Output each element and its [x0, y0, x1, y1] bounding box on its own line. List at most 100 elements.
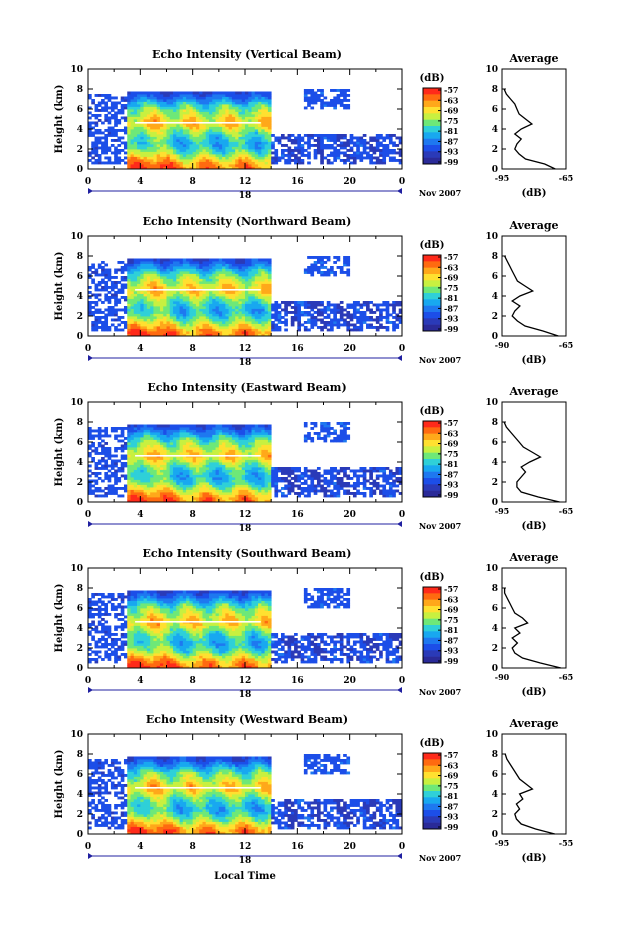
heatmap-cell — [222, 281, 226, 284]
heatmap-cell — [169, 136, 174, 140]
heatmap-cell — [385, 303, 390, 307]
heatmap-cell — [88, 268, 92, 272]
heatmap-cell — [104, 464, 109, 468]
heatmap-cell — [231, 111, 236, 115]
heatmap-cell — [114, 149, 118, 152]
heatmap-cell — [241, 313, 246, 317]
heatmap-cell — [143, 432, 148, 435]
heatmap-cell — [258, 303, 262, 307]
heatmap-cell — [251, 311, 256, 314]
heatmap-cell — [313, 91, 318, 95]
heatmap-cell — [264, 154, 269, 157]
heatmap-cell — [212, 136, 216, 140]
heatmap-cell — [205, 286, 210, 289]
heatmap-cell — [143, 437, 148, 440]
heatmap-cell — [202, 497, 207, 500]
heatmap-cell — [159, 126, 164, 130]
heatmap-cell — [202, 106, 207, 110]
heatmap-cell — [159, 144, 164, 147]
heatmap-cell — [91, 489, 95, 493]
heatmap-cell — [107, 306, 112, 309]
heatmap-cell — [310, 134, 315, 137]
heatmap-cell — [326, 101, 331, 105]
heatmap-cell — [189, 457, 194, 460]
heatmap-cell — [166, 437, 171, 440]
heatmap-cell — [238, 303, 243, 307]
heatmap-cell — [133, 311, 138, 314]
heatmap-cell — [153, 291, 158, 294]
heatmap-cell — [88, 301, 92, 304]
heatmap-cell — [205, 268, 210, 272]
heatmap-cell — [88, 434, 92, 438]
heatmap-cell — [159, 286, 164, 289]
heatmap-cell — [133, 308, 138, 312]
heatmap-cell — [238, 278, 243, 282]
heatmap-cell — [316, 313, 321, 317]
heatmap-cell — [176, 129, 180, 132]
heatmap-cell — [307, 136, 311, 140]
heatmap-cell — [310, 323, 315, 327]
heatmap-cell — [163, 303, 167, 307]
heatmap-cell — [189, 484, 194, 488]
heatmap-cell — [114, 492, 118, 495]
heatmap-cell — [251, 266, 256, 269]
heatmap-cell — [107, 313, 112, 317]
heatmap-cell — [245, 146, 249, 150]
heatmap-cell — [150, 291, 154, 294]
heatmap-cell — [388, 321, 393, 324]
heatmap-cell — [159, 146, 164, 150]
heatmap-cell — [235, 131, 239, 135]
heatmap-cell — [225, 119, 230, 122]
heatmap-cell — [104, 156, 109, 160]
heatmap-cell — [362, 316, 367, 319]
heatmap-cell — [166, 331, 171, 334]
heatmap-cell — [163, 271, 167, 274]
heatmap-cell — [140, 151, 144, 155]
heatmap-cell — [179, 109, 184, 112]
heatmap-cell — [176, 104, 180, 107]
heatmap-cell — [307, 271, 311, 274]
heatmap-cell — [130, 474, 135, 478]
heatmap-cell — [169, 311, 174, 314]
heatmap-cell — [241, 119, 246, 122]
heatmap-cell — [133, 316, 138, 319]
heatmap-cell — [320, 134, 324, 137]
heatmap-cell — [117, 151, 122, 155]
heatmap-cell — [88, 427, 92, 430]
heatmap-cell — [110, 161, 115, 165]
heatmap-cell — [94, 429, 99, 433]
heatmap-cell — [209, 313, 213, 317]
heatmap-cell — [146, 432, 151, 435]
heatmap-cell — [159, 487, 164, 490]
heatmap-cell — [235, 296, 239, 299]
heatmap-cell — [261, 276, 266, 279]
heatmap-cell — [222, 156, 226, 160]
heatmap-cell — [166, 462, 171, 465]
heatmap-cell — [395, 318, 400, 322]
heatmap-cell — [137, 136, 141, 140]
heatmap-cell — [222, 316, 226, 319]
heatmap-cell — [166, 432, 171, 435]
heatmap-cell — [267, 321, 272, 324]
heatmap-cell — [195, 129, 200, 132]
heatmap-cell — [163, 321, 167, 324]
heatmap-cell — [267, 286, 272, 289]
heatmap-cell — [248, 303, 252, 307]
heatmap-cell — [215, 151, 220, 155]
heatmap-cell — [398, 311, 403, 314]
heatmap-cell — [169, 266, 174, 269]
heatmap-cell — [127, 467, 131, 470]
heatmap-cell — [176, 308, 180, 312]
heatmap-cell — [254, 281, 259, 284]
heatmap-cell — [130, 293, 135, 297]
heatmap-cell — [212, 149, 216, 152]
heatmap-cell — [150, 119, 154, 122]
heatmap-cell — [133, 487, 138, 490]
heatmap-cell — [225, 99, 230, 102]
heatmap-cell — [173, 464, 177, 468]
heatmap-cell — [366, 323, 370, 327]
heatmap-cell — [189, 333, 194, 337]
heatmap-cell — [101, 286, 105, 289]
heatmap-cell — [231, 116, 236, 120]
heatmap-cell — [323, 316, 328, 319]
